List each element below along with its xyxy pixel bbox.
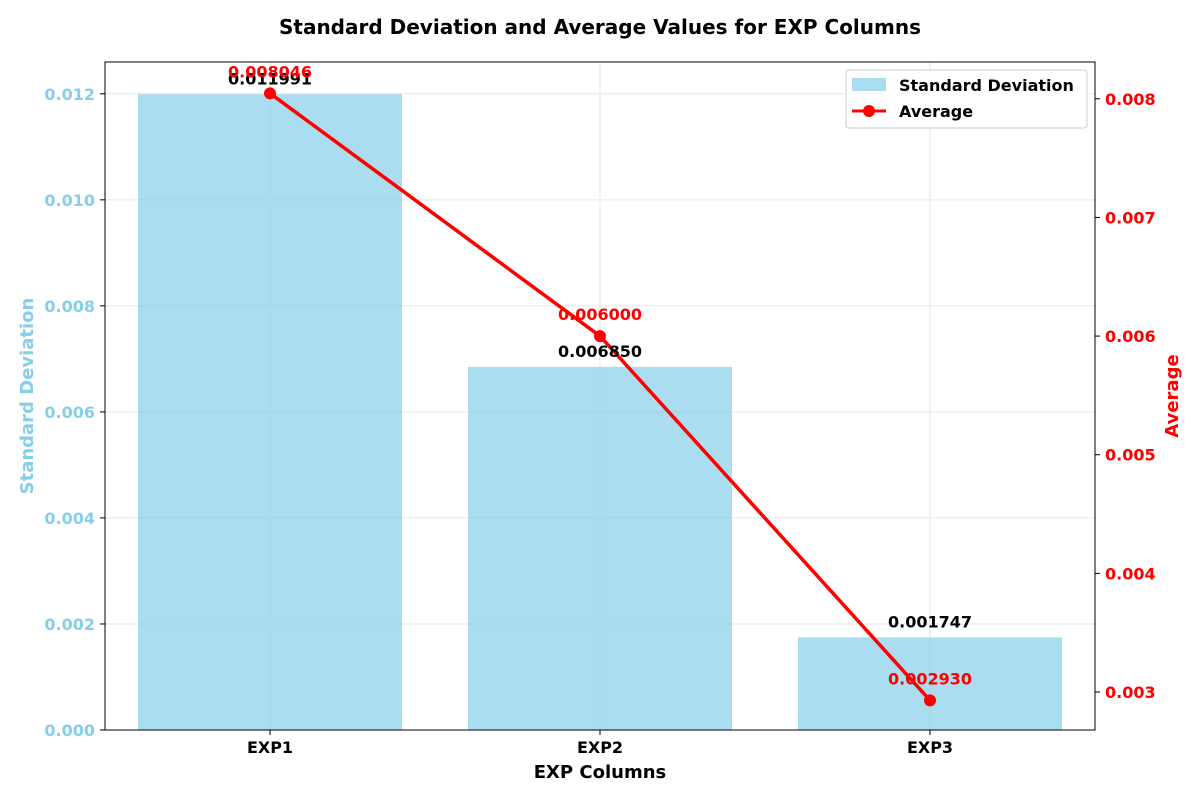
legend-label-avg: Average	[899, 102, 973, 121]
line-series	[264, 87, 936, 707]
left-tick-label: 0.004	[44, 509, 95, 528]
bar-series	[138, 94, 1062, 730]
legend-box	[845, 69, 1088, 129]
average-point-exp3	[924, 694, 936, 707]
right-tick-label: 0.007	[1105, 208, 1156, 227]
bar-exp2	[468, 366, 732, 730]
average-point-exp2	[594, 330, 606, 343]
bar-value-label: 0.006850	[558, 342, 642, 361]
chart-title: Standard Deviation and Average Values fo…	[279, 15, 921, 39]
left-tick-label: 0.012	[44, 85, 95, 104]
average-value-label: 0.006000	[558, 305, 642, 324]
right-axis-label: Average	[1162, 354, 1183, 437]
legend-marker-avg	[863, 105, 875, 117]
right-axis-ticks: 0.003 0.004 0.005 0.006 0.007 0.008	[1095, 90, 1156, 702]
left-axis-label: Standard Deviation	[17, 298, 38, 495]
right-tick-label: 0.006	[1105, 327, 1156, 346]
x-axis-ticks: EXP1 EXP2 EXP3	[247, 730, 953, 757]
x-axis-label: EXP Columns	[534, 762, 666, 783]
left-axis-ticks: 0.000 0.002 0.004 0.006 0.008 0.010 0.012	[44, 85, 105, 740]
x-tick-label: EXP3	[907, 738, 953, 757]
right-tick-label: 0.003	[1105, 683, 1156, 702]
left-tick-label: 0.002	[44, 615, 95, 634]
left-tick-label: 0.010	[44, 191, 95, 210]
bar-exp3	[798, 637, 1062, 730]
left-tick-label: 0.006	[44, 403, 95, 422]
legend: Standard Deviation Average	[845, 69, 1088, 129]
x-tick-label: EXP1	[247, 738, 293, 757]
right-tick-label: 0.005	[1105, 446, 1156, 465]
bar-value-label: 0.001747	[888, 612, 972, 631]
average-point-exp1	[264, 87, 276, 100]
right-tick-label: 0.004	[1105, 564, 1156, 583]
data-labels: 0.011991 0.006850 0.001747 0.008046 0.006000…	[228, 62, 972, 688]
legend-label-std: Standard Deviation	[899, 76, 1074, 95]
bar-value-label: 0.011991	[228, 69, 312, 88]
average-value-label: 0.002930	[888, 669, 972, 688]
right-tick-label: 0.008	[1105, 90, 1156, 109]
left-tick-label: 0.008	[44, 297, 95, 316]
bar-exp1	[138, 94, 402, 730]
average-value-label: 0.008046	[228, 62, 312, 81]
left-tick-label: 0.000	[44, 721, 95, 740]
legend-swatch-std	[852, 78, 886, 91]
x-tick-label: EXP2	[577, 738, 623, 757]
